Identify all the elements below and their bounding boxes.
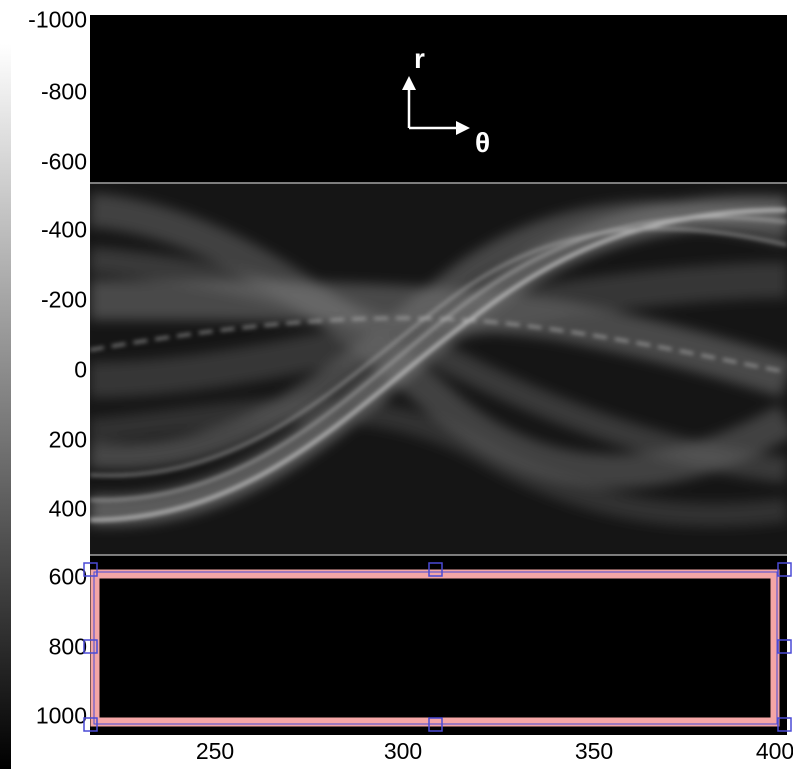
y-tick-label: 600 — [48, 563, 87, 590]
axis-arrows-icon — [402, 76, 470, 135]
colorbar — [0, 44, 11, 769]
resize-handle-top-right — [777, 562, 792, 577]
r-label: r — [414, 43, 425, 74]
y-tick-label: -200 — [40, 286, 87, 313]
y-tick-label: -400 — [40, 216, 87, 243]
x-tick-label: 300 — [383, 738, 423, 764]
y-tick-label: 400 — [48, 495, 87, 522]
resize-handle-right — [777, 639, 792, 654]
sinogram-curves — [90, 193, 787, 527]
theta-label: θ — [475, 127, 490, 158]
resize-handle-bottom-right — [777, 717, 792, 732]
resize-handle-top — [428, 562, 443, 577]
y-tick-label: 0 — [74, 356, 87, 383]
selection-rectangle[interactable] — [90, 569, 780, 727]
resize-handle-top-left — [83, 562, 98, 577]
y-tick-label: 800 — [48, 633, 87, 660]
y-tick-label: 1000 — [35, 702, 87, 729]
resize-handle-left — [83, 639, 98, 654]
y-tick-label: 200 — [48, 426, 87, 453]
x-tick-label: 350 — [574, 738, 614, 764]
x-tick-label: 250 — [195, 738, 235, 764]
x-tick-label: 400 — [755, 738, 793, 764]
y-tick-label: -600 — [40, 148, 87, 175]
selection-handles[interactable] — [83, 562, 792, 732]
y-tick-label: -800 — [40, 78, 87, 105]
y-tick-label: -1000 — [28, 6, 87, 33]
